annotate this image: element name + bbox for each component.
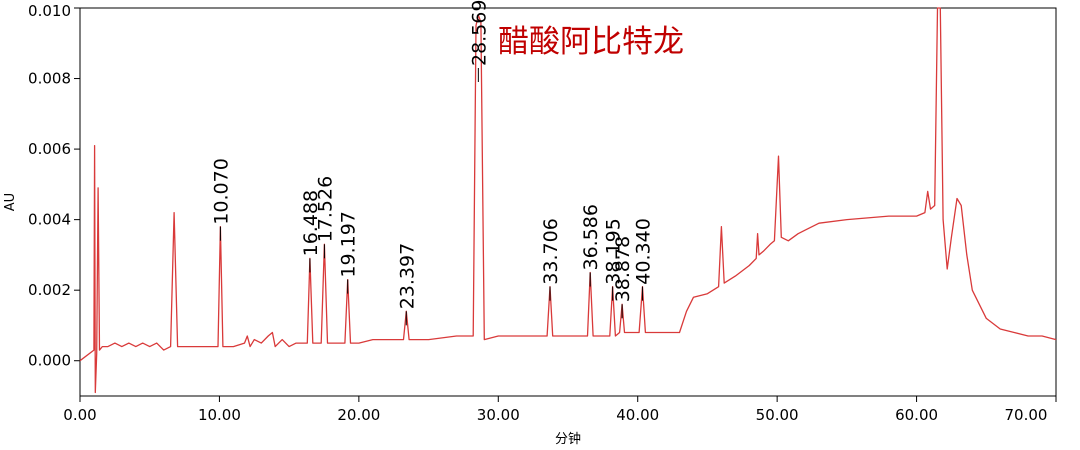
peak-label: 16.488: [300, 190, 322, 256]
x-tick-label: 30.00: [477, 406, 520, 424]
chart-title: 醋酸阿比特龙: [498, 24, 684, 60]
y-tick-label: 0.008: [28, 70, 71, 88]
x-tick-label: 40.00: [616, 406, 659, 424]
y-tick-label: 0.006: [28, 140, 71, 158]
x-tick-label: 70.00: [1005, 406, 1048, 424]
peak-label: 40.340: [633, 218, 655, 284]
y-axis-ticks: 0.000 0.002 0.004 0.006 0.008 0.010: [28, 2, 80, 370]
peak-label: 38.878: [612, 236, 634, 302]
y-tick-label: 0.002: [28, 281, 71, 299]
y-tick-label: 0.000: [28, 352, 71, 370]
peak-label: 19.197: [338, 211, 360, 277]
peak-label: 23.397: [396, 243, 418, 309]
y-tick-label: 0.004: [28, 211, 71, 229]
peak-label: 10.070: [210, 158, 232, 224]
x-tick-label: 20.00: [337, 406, 380, 424]
peak-label: 38.195: [603, 218, 625, 284]
peak-label: 36.586: [580, 204, 602, 270]
y-axis-title: AU: [3, 193, 18, 211]
peak-label: 33.706: [540, 218, 562, 284]
x-tick-label: 10.00: [198, 406, 241, 424]
plot-frame: [79, 7, 1057, 397]
x-axis-title: 分钟: [555, 431, 581, 447]
x-axis-ticks: 0.00 10.00 20.00 30.00 40.00 50.00 60.00 70.00: [63, 396, 1057, 424]
y-tick-label: 0.010: [28, 2, 71, 20]
peak-label: 17.526: [314, 176, 336, 242]
x-tick-label: 50.00: [756, 406, 799, 424]
peak-label: 28.569: [468, 0, 490, 66]
x-tick-label: 60.00: [895, 406, 938, 424]
x-tick-label: 0.00: [63, 406, 96, 424]
chromatogram-trace: [79, 7, 1057, 394]
